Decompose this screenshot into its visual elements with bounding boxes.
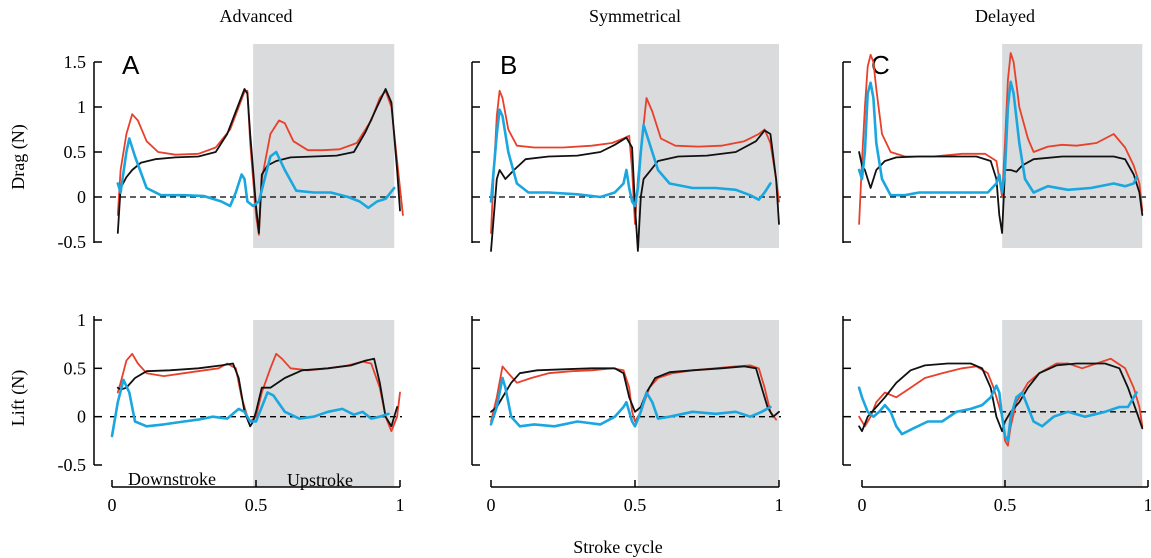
panel-b-drag: Symmetrical B xyxy=(471,6,781,252)
lift-row-label: Lift (N) xyxy=(8,370,29,426)
panel-letter: A xyxy=(122,50,140,80)
x-tick-label: 1 xyxy=(396,495,405,515)
upstroke-shade xyxy=(253,320,395,487)
y-tick-label: 0.5 xyxy=(64,358,87,378)
x-tick-label: 0 xyxy=(487,495,496,515)
panel-title: Advanced xyxy=(220,6,293,26)
x-tick-label: 0.5 xyxy=(624,495,647,515)
panel-c-lift: 0 0.5 1 xyxy=(842,316,1151,515)
panel-a-lift: -0.5 0 0.5 1 0 0.5 1 Downstroke Upstroke xyxy=(58,310,405,515)
y-tick-label: 1.5 xyxy=(64,52,87,72)
series-line-black xyxy=(490,365,780,418)
panel-letter: C xyxy=(871,50,890,80)
series-line-blue xyxy=(857,384,1138,443)
series-line-red xyxy=(858,52,1144,225)
y-tick-label: 0.5 xyxy=(64,142,87,162)
series-line-blue xyxy=(110,378,390,438)
panel-title: Symmetrical xyxy=(589,6,681,26)
y-tick-label: 1 xyxy=(77,310,86,330)
x-tick-label: 1 xyxy=(775,495,784,515)
series-line-blue xyxy=(857,80,1138,197)
panel-c-drag: Delayed C xyxy=(842,6,1150,248)
upstroke-label: Upstroke xyxy=(287,470,353,490)
y-tick-label: 0 xyxy=(77,187,86,207)
series-line-blue xyxy=(116,137,396,210)
series-line-black xyxy=(858,151,1144,234)
drag-row-label: Drag (N) xyxy=(8,124,29,189)
x-tick-label: 0.5 xyxy=(245,495,268,515)
x-tick-label: 0.5 xyxy=(994,495,1017,515)
y-tick-label: -0.5 xyxy=(58,455,87,475)
upstroke-shade xyxy=(253,44,395,248)
y-tick-label: 1 xyxy=(77,97,86,117)
panel-letter: B xyxy=(500,50,517,80)
panel-b-lift: 0 0.5 1 xyxy=(471,316,784,515)
x-tick-label: 1 xyxy=(1144,495,1151,515)
series-line-red xyxy=(490,364,777,423)
panels: -0.500.511.5AdvancedASymmetricalBDelayed… xyxy=(58,6,1151,515)
x-tick-label: 0 xyxy=(108,495,117,515)
series-line-blue xyxy=(489,108,772,208)
upstroke-shade xyxy=(637,320,779,487)
panel-title: Delayed xyxy=(975,6,1035,26)
panel-a-drag: -0.5 0 0.5 1 1.5 Advanced A xyxy=(58,6,404,252)
series-line-black xyxy=(116,357,399,428)
x-axis-title: Stroke cycle xyxy=(573,537,662,557)
x-tick-label: 0 xyxy=(858,495,867,515)
series-line-black xyxy=(858,362,1144,433)
downstroke-label: Downstroke xyxy=(128,469,216,489)
series-line-black xyxy=(116,88,401,234)
y-tick-label: -0.5 xyxy=(58,232,87,252)
series-line-blue xyxy=(489,376,772,428)
upstroke-shade xyxy=(1002,320,1143,487)
y-tick-label: 0 xyxy=(77,407,86,427)
series-line-red xyxy=(490,89,780,234)
series-line-red xyxy=(116,352,401,433)
